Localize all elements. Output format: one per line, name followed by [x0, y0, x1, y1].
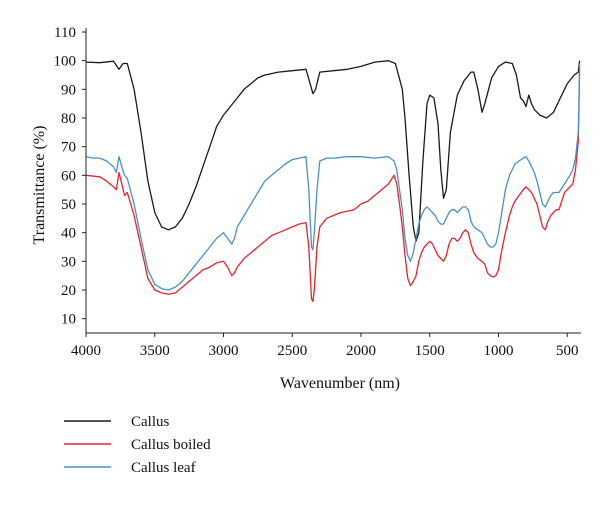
series-line-3 [85, 63, 581, 291]
y-tick-label: 40 [61, 226, 76, 242]
y-axis-title: Transmittance (%) [31, 126, 48, 245]
x-tick-label: 2000 [346, 343, 376, 359]
legend-label-2: Callus boiled [131, 437, 211, 453]
legend: Callus Callus boiled Callus leaf [64, 414, 211, 476]
y-tick-label: 90 [61, 82, 76, 98]
y-tick-label: 30 [61, 254, 76, 270]
legend-label-1: Callus [131, 414, 169, 430]
x-tick-label: 4000 [71, 343, 101, 359]
x-axis-title: Wavenumber (nm) [280, 375, 400, 392]
plot-lines [85, 60, 581, 303]
y-tick-label: 20 [61, 283, 76, 299]
x-tick-label: 1000 [484, 343, 514, 359]
y-tick-label: 110 [54, 25, 76, 41]
y-tick-label: 100 [54, 54, 77, 70]
series-line-2 [85, 69, 581, 303]
x-tick-label: 3500 [140, 343, 170, 359]
series-line-1 [85, 60, 581, 242]
y-tick-label: 60 [61, 168, 76, 184]
y-tick-label: 80 [61, 111, 76, 127]
x-tick-group: 4000 3500 3000 2500 2000 1500 1000 500 [71, 333, 579, 359]
y-tick-label: 50 [61, 197, 76, 213]
x-tick-label: 1500 [415, 343, 445, 359]
y-tick-group: 10 20 30 40 50 60 70 80 90 100 110 [54, 25, 86, 328]
x-tick-label: 500 [556, 343, 579, 359]
y-tick-label: 10 [61, 312, 76, 328]
x-tick-label: 2500 [277, 343, 307, 359]
x-tick-label: 3000 [209, 343, 239, 359]
y-tick-label: 70 [61, 140, 76, 156]
legend-label-3: Callus leaf [131, 460, 196, 476]
